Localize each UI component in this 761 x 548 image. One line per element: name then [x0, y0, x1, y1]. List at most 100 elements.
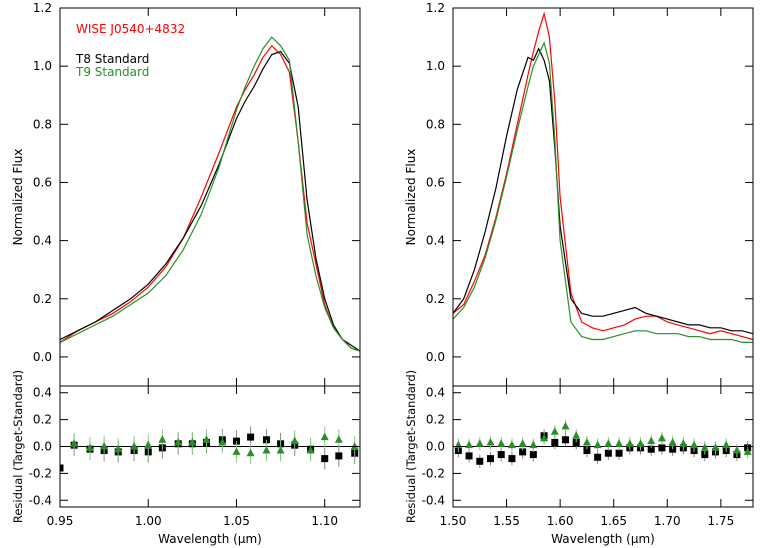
series-line-2 [60, 50, 360, 352]
point-t9 [732, 446, 741, 454]
y-tick-label: -0.2 [422, 466, 445, 480]
x-tick-label: 1.55 [493, 514, 520, 528]
point-t9 [593, 440, 602, 449]
point-t9 [679, 439, 688, 447]
point-t8 [321, 455, 329, 463]
x-tick-label: 1.05 [223, 514, 250, 528]
y-tick-label: 1.0 [33, 59, 52, 73]
point-t9 [218, 437, 227, 446]
legend-target: WISE J0540+4832 [76, 22, 185, 36]
series-line-1 [60, 44, 360, 352]
point-t8 [647, 445, 655, 453]
y-tick-label: 1.2 [33, 1, 52, 15]
point-t9 [700, 443, 709, 451]
point-t9 [550, 427, 559, 435]
series-line-2 [453, 47, 753, 335]
point-t8 [60, 464, 64, 472]
legend-t8: T8 Standard [75, 52, 149, 66]
y-tick-label: 0.4 [426, 386, 445, 400]
point-t9 [350, 442, 359, 450]
y-tick-label: 0.2 [426, 292, 445, 306]
point-t8 [551, 438, 559, 446]
point-t9 [540, 433, 549, 442]
point-t9 [320, 432, 329, 441]
point-t8 [583, 447, 591, 455]
x-tick-label: 1.65 [600, 514, 627, 528]
point-t8 [615, 449, 623, 457]
point-t8 [519, 448, 527, 456]
y-tick-label: 0.8 [426, 117, 445, 131]
y-tick-label: 1.2 [426, 1, 445, 15]
x-tick-label: 0.95 [47, 514, 74, 528]
point-t9 [100, 442, 109, 450]
y-axis-label: Residual (Target-Standard) [11, 370, 25, 523]
point-t8 [604, 449, 612, 457]
y-tick-label: 0.0 [33, 350, 52, 364]
panel-right-top: 0.0 0.2 0.4 0.6 0.8 1.0 1.2 Normalized Flux [404, 1, 754, 387]
y-tick-label: 0.2 [426, 413, 445, 427]
y-tick-label: -0.4 [29, 493, 52, 507]
plot-area [60, 36, 360, 352]
point-t9 [246, 448, 255, 457]
point-t8 [658, 444, 666, 452]
point-t8 [497, 451, 505, 459]
point-t8 [247, 433, 255, 441]
y-tick-label: 0.2 [33, 413, 52, 427]
x-tick-label: 1.10 [311, 514, 338, 528]
axes-frame [452, 7, 754, 387]
point-t9 [86, 443, 94, 451]
x-axis-label: Wavelength (μm) [158, 532, 262, 546]
x-tick-label: 1.50 [440, 514, 467, 528]
point-t9 [70, 439, 79, 447]
x-tick-label: 1.70 [654, 514, 681, 528]
plot-area [453, 11, 753, 343]
point-t9 [722, 440, 731, 449]
point-t8 [476, 457, 484, 465]
x-tick-label: 1.75 [707, 514, 734, 528]
y-tick-label: 0.4 [426, 234, 445, 248]
point-t9 [625, 439, 634, 447]
y-tick-label: 0.0 [426, 440, 445, 454]
point-t8 [487, 455, 494, 463]
y-tick-label: 1.0 [426, 59, 445, 73]
y-tick-label: 0.0 [426, 350, 445, 364]
point-t9 [604, 439, 613, 447]
point-t9 [668, 437, 677, 446]
y-tick-label: 0.4 [33, 386, 52, 400]
y-axis-label: Normalized Flux [11, 149, 25, 246]
y-tick-label: -0.2 [29, 466, 52, 480]
point-t9 [486, 437, 495, 446]
point-t9 [475, 439, 484, 447]
point-t9 [114, 444, 123, 453]
y-axis-label: Normalized Flux [404, 149, 418, 246]
x-tick-label: 1.60 [547, 514, 574, 528]
x-axis-label: Wavelength (μm) [551, 532, 655, 546]
point-t8 [508, 455, 516, 463]
plot-area [453, 419, 753, 469]
point-t9 [202, 435, 211, 443]
point-t9 [465, 440, 474, 449]
point-t9 [262, 446, 271, 454]
point-t9 [561, 421, 570, 430]
series-line-3 [60, 36, 360, 352]
y-tick-label: 0.6 [426, 175, 445, 189]
point-t9 [130, 442, 139, 450]
point-t9 [615, 439, 624, 447]
point-t9 [334, 435, 343, 443]
point-t9 [711, 443, 720, 451]
point-t9 [174, 437, 183, 446]
point-t9 [276, 446, 285, 454]
point-t9 [454, 440, 463, 449]
point-t8 [529, 451, 537, 459]
y-tick-label: 0.4 [33, 234, 52, 248]
point-t9 [290, 436, 299, 445]
y-tick-label: -0.4 [422, 493, 445, 507]
y-tick-label: 0.8 [33, 117, 52, 131]
point-t9 [690, 440, 699, 449]
y-tick-label: 0.0 [33, 440, 52, 454]
point-t8 [335, 452, 343, 460]
panel-left-bottom: -0.4 -0.2 0.0 0.2 0.4 0.95 1.00 1.05 1.10 Residua… [11, 370, 361, 546]
y-axis-label: Residual (Target-Standard) [404, 370, 418, 523]
point-t9 [743, 447, 752, 455]
